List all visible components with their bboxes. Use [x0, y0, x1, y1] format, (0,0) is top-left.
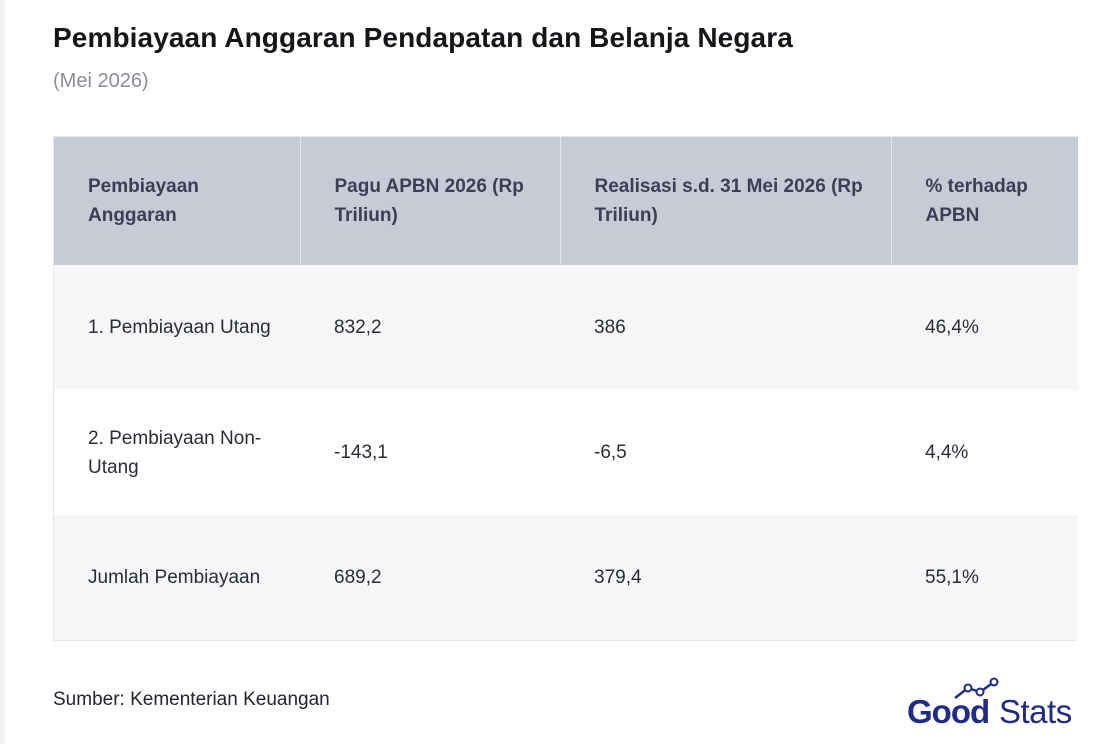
- data-table-container: Pembiayaan Anggaran Pagu APBN 2026 (Rp T…: [53, 136, 1078, 641]
- table-cell: -6,5: [560, 390, 891, 515]
- table-cell: Jumlah Pembiayaan: [54, 515, 300, 640]
- trend-line-icon: [954, 677, 999, 699]
- logo-text-stats: Stats: [999, 693, 1072, 728]
- table-cell: 386: [560, 265, 891, 390]
- column-header: % terhadap APBN: [891, 137, 1078, 265]
- column-header: Pembiayaan Anggaran: [54, 137, 301, 265]
- logo-text-good: Good: [907, 693, 989, 728]
- table-row: 1. Pembiayaan Utang 832,2 386 46,4%: [54, 265, 1078, 390]
- table-cell: 4,4%: [891, 390, 1078, 515]
- data-table: Pembiayaan Anggaran Pagu APBN 2026 (Rp T…: [54, 137, 1078, 640]
- table-cell: 46,4%: [891, 265, 1078, 390]
- table-cell: 832,2: [300, 265, 560, 390]
- page-title: Pembiayaan Anggaran Pendapatan dan Belan…: [53, 22, 793, 53]
- table-row: 2. Pembiayaan Non-Utang -143,1 -6,5 4,4%: [54, 390, 1078, 515]
- table-cell: -143,1: [300, 390, 560, 515]
- table-cell: 2. Pembiayaan Non-Utang: [54, 390, 300, 515]
- column-header: Pagu APBN 2026 (Rp Triliun): [300, 137, 561, 265]
- table-header-row: Pembiayaan Anggaran Pagu APBN 2026 (Rp T…: [54, 137, 1078, 265]
- source-note: Sumber: Kementerian Keuangan: [53, 689, 330, 710]
- table-cell: 55,1%: [891, 515, 1078, 640]
- page-subtitle: (Mei 2026): [53, 70, 149, 92]
- goodstats-logo: Good Stats: [907, 677, 1072, 728]
- left-edge-strip: [0, 0, 5, 744]
- table-cell: 1. Pembiayaan Utang: [54, 265, 300, 390]
- column-header: Realisasi s.d. 31 Mei 2026 (Rp Triliun): [560, 137, 892, 265]
- table-cell: 689,2: [300, 515, 560, 640]
- table-cell: 379,4: [560, 515, 891, 640]
- table-row: Jumlah Pembiayaan 689,2 379,4 55,1%: [54, 515, 1078, 640]
